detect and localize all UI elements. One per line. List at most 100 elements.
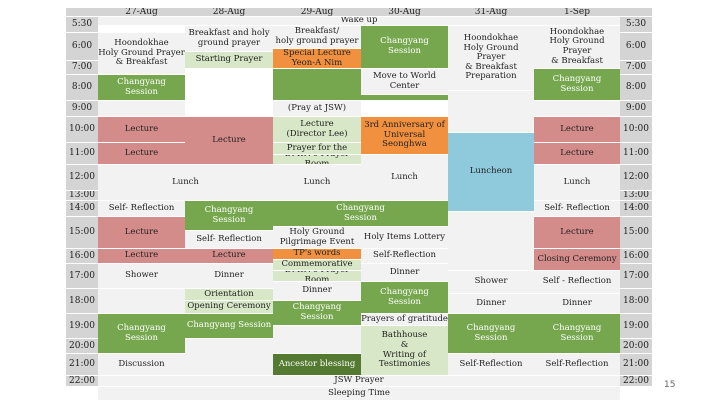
day-header: 1-Sep — [534, 8, 620, 17]
c6-lecture3-cell: Lecture — [534, 217, 620, 249]
c2-breakfast-cell: Breakfast and holy ground prayer — [185, 26, 273, 52]
time-label-right: 16:00 — [620, 249, 652, 264]
time-label-left: 21:00 — [66, 354, 98, 376]
c1-lecture3-cell: Lecture — [98, 217, 185, 249]
c4-move-cell: Move to World Center — [361, 69, 448, 95]
c34-session-cell: Changyang Session — [273, 201, 448, 227]
c6-self-reflection3-cell: Self-Reflection — [534, 354, 620, 376]
time-label-right: 17:00 — [620, 264, 652, 289]
c5-session-cell: Changyang Session — [448, 314, 534, 354]
wake-up-cell: Wake up — [98, 17, 620, 26]
time-label-right: 20:00 — [620, 339, 652, 354]
c2-self-reflection-cell: Self- Reflection — [185, 231, 273, 249]
time-label-right: 14:00 — [620, 201, 652, 217]
header-corner-left — [66, 8, 98, 17]
c1-lecture4-cell: Lecture — [98, 249, 185, 264]
c5-dinner-cell: Dinner — [448, 294, 534, 314]
c2-lecture1-cell: Lecture — [185, 117, 273, 165]
c2-lecture2-cell: Lecture — [185, 249, 273, 264]
day-header: 29-Aug — [273, 8, 361, 17]
time-label-right: 10:00 — [620, 117, 652, 143]
c3-special-lecture-cell: Special Lecture Yeon-A Nim — [273, 49, 361, 69]
c6-lunch-cell: Lunch — [534, 165, 620, 201]
time-label-left: 6:00 — [66, 33, 98, 61]
sleeping-time-cell: Sleeping Time — [98, 387, 620, 401]
time-label-right: 5:30 — [620, 17, 652, 33]
time-label-right: 21:00 — [620, 354, 652, 376]
empty-cell — [273, 326, 361, 354]
c2-opening-cell: Opening Ceremony — [185, 301, 273, 314]
time-label-right: 12:00 — [620, 165, 652, 191]
day-header: 28-Aug — [185, 8, 273, 17]
c3-dmin-room2-cell: DMIN's Prayer Room — [273, 271, 361, 282]
c1-shower-cell: Shower — [98, 264, 185, 289]
c5-self-reflection-cell: Self-Reflection — [448, 354, 534, 376]
time-label-left: 9:00 — [66, 101, 98, 117]
c1-lecture2-cell: Lecture — [98, 143, 185, 165]
time-label-left: 20:00 — [66, 339, 98, 354]
c2-orientation-cell: Orientation — [185, 289, 273, 301]
jsw-prayer-cell: JSW Prayer — [98, 376, 620, 387]
empty-cell — [448, 212, 534, 271]
empty-cell — [534, 101, 620, 117]
time-label-right: 22:00 — [620, 376, 652, 387]
time-label-left: 5:30 — [66, 17, 98, 33]
c4-self-reflection-cell: Self-Reflection — [361, 249, 448, 264]
c6-closing-cell: Closing Ceremony — [534, 249, 620, 271]
day-header: 30-Aug — [361, 8, 448, 17]
time-label-right: 13:00 — [620, 191, 652, 201]
c1-self-reflection-cell: Self- Reflection — [98, 201, 185, 217]
time-label-left: 19:00 — [66, 314, 98, 339]
time-label-right: 6:00 — [620, 33, 652, 61]
time-label-left: 17:00 — [66, 264, 98, 289]
c3-lecture-cell: Lecture (Director Lee) — [273, 117, 361, 143]
c2-session2-cell: Changyang Session — [185, 314, 273, 339]
c6-session2-cell: Changyang Session — [534, 314, 620, 354]
time-label-right: 11:00 — [620, 143, 652, 165]
time-label-left: 10:00 — [66, 117, 98, 143]
time-label-left: 18:00 — [66, 289, 98, 314]
c3-holy-ground-cell: Holy Ground Pilgrimage Event — [273, 227, 361, 249]
c6-lecture1-cell: Lecture — [534, 117, 620, 143]
day-header: 31-Aug — [448, 8, 534, 17]
c3-ancestor-cell: Ancestor blessing — [273, 354, 361, 376]
empty-cell — [98, 101, 185, 117]
c3-session3-cell: Changyang Session — [273, 301, 361, 326]
c4-lunch-cell: Lunch — [361, 155, 448, 201]
time-label-left: 7:00 — [66, 61, 98, 75]
time-label-left: 12:00 — [66, 165, 98, 191]
c6-lecture2-cell: Lecture — [534, 143, 620, 165]
c6-self-reflection-cell: Self- Reflection — [534, 201, 620, 217]
c3-lunch-cell: Lunch — [273, 165, 361, 201]
empty-cell — [98, 289, 185, 314]
time-label-right: 9:00 — [620, 101, 652, 117]
time-label-right: 15:00 — [620, 217, 652, 249]
time-label-left: 22:00 — [66, 376, 98, 387]
c3-prayer-for-cell: Prayer for the — [273, 143, 361, 155]
c5-shower-cell: Shower — [448, 271, 534, 294]
c2-dinner-cell: Dinner — [185, 264, 273, 289]
c1-lunch-cell: Lunch — [98, 165, 273, 201]
c4-session-cell: Changyang Session — [361, 282, 448, 314]
c1-breakfast-cell: Hoondokhae Holy Ground Prayer & Breakfas… — [98, 33, 185, 75]
c4-dinner-cell: Dinner — [361, 264, 448, 282]
time-label-right: 18:00 — [620, 289, 652, 314]
c4-changyang-top-cell: Changyang Session — [361, 26, 448, 69]
c1-session2-cell: Changyang Session — [98, 314, 185, 354]
page-number: 15 — [664, 380, 676, 390]
c6-dinner-cell: Dinner — [534, 294, 620, 314]
c3-dinner-cell: Dinner — [273, 282, 361, 301]
header-corner-right — [620, 8, 652, 17]
empty-cell — [185, 339, 273, 376]
time-label-left: 11:00 — [66, 143, 98, 165]
time-label-left: 14:00 — [66, 201, 98, 217]
time-label-left: 16:00 — [66, 249, 98, 264]
c2-starting-prayer-cell: Starting Prayer — [185, 52, 273, 69]
time-label-right: 8:00 — [620, 75, 652, 101]
c4-holy-items-cell: Holy Items Lottery — [361, 227, 448, 249]
time-label-left: 8:00 — [66, 75, 98, 101]
c3-breakfast-cell: Breakfast/ holy ground prayer — [273, 26, 361, 49]
time-label-left: 13:00 — [66, 191, 98, 201]
c3-dmin-room-cell: DMIN's Prayer Room — [273, 155, 361, 165]
